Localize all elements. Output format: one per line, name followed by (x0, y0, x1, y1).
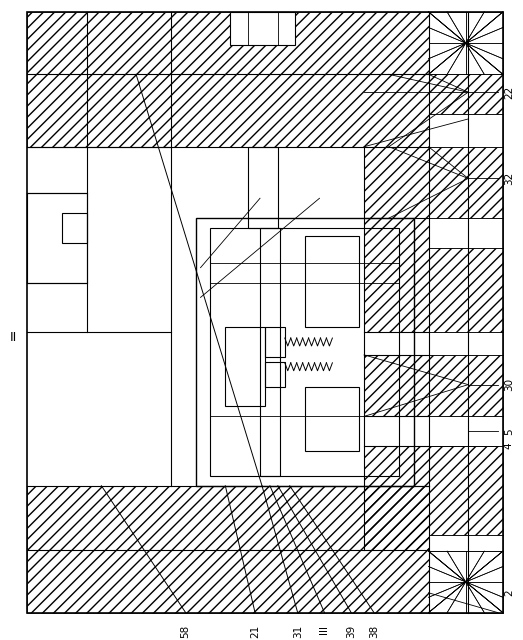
Text: 39: 39 (346, 625, 356, 638)
Text: 4: 4 (504, 443, 514, 449)
Bar (265, 362, 285, 387)
Bar (225, 327, 265, 406)
Text: 2: 2 (504, 589, 514, 596)
Bar (62, 213, 86, 243)
Bar (27, 550, 428, 612)
Bar (248, 147, 278, 228)
Bar (230, 12, 294, 45)
Bar (428, 74, 503, 114)
Text: 38: 38 (369, 625, 379, 638)
Bar (196, 218, 414, 486)
Bar (428, 147, 503, 218)
Bar (304, 387, 359, 451)
Text: 5: 5 (504, 428, 514, 435)
Bar (304, 236, 359, 327)
Bar (428, 535, 503, 551)
Bar (428, 355, 503, 417)
Bar (364, 355, 428, 417)
Text: 31: 31 (293, 625, 303, 638)
Bar (260, 228, 280, 476)
Text: III: III (320, 625, 329, 634)
Bar (364, 446, 428, 486)
Bar (428, 114, 503, 147)
Bar (364, 147, 428, 218)
Bar (27, 74, 428, 147)
Bar (428, 12, 503, 74)
Bar (27, 12, 428, 74)
Bar (27, 193, 86, 282)
Bar (265, 327, 285, 357)
Bar (428, 218, 503, 248)
Bar (428, 332, 503, 355)
Text: 58: 58 (180, 625, 191, 638)
Bar (27, 486, 428, 550)
Bar (364, 486, 428, 550)
Bar (364, 218, 428, 332)
Bar (428, 551, 503, 612)
Bar (428, 446, 503, 535)
Bar (210, 228, 399, 476)
Text: 32: 32 (504, 172, 514, 185)
Text: 21: 21 (250, 625, 260, 638)
Text: 22: 22 (504, 86, 514, 99)
Text: II: II (10, 330, 17, 344)
Bar (428, 248, 503, 332)
Text: 30: 30 (504, 378, 514, 391)
Bar (428, 417, 503, 446)
